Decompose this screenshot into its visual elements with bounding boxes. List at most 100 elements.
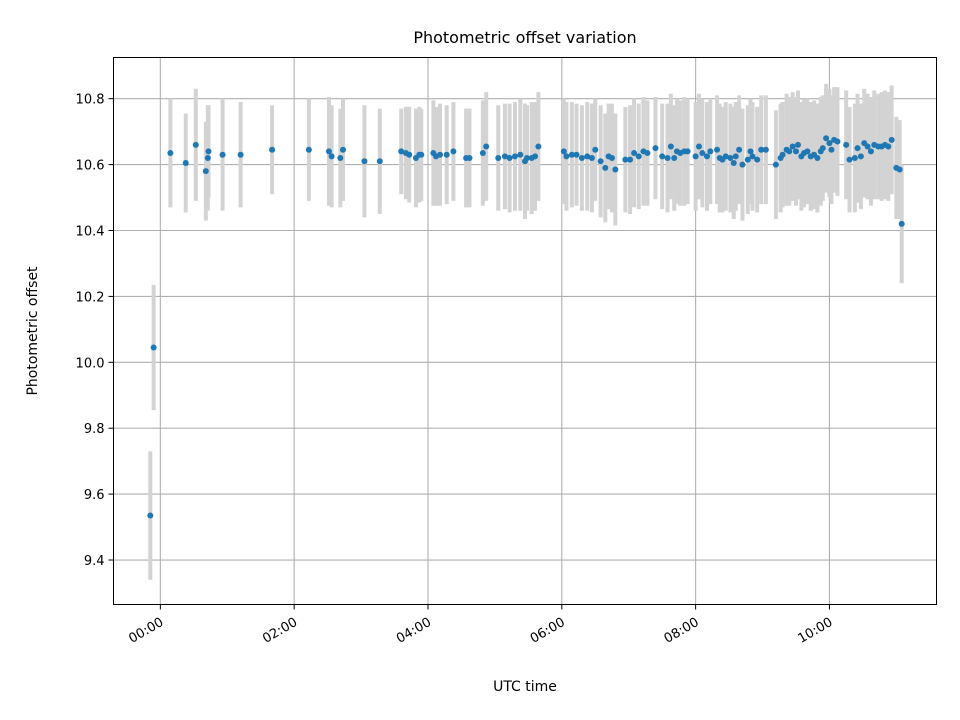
data-point <box>754 156 761 163</box>
data-point <box>699 150 706 157</box>
data-point <box>337 155 344 162</box>
data-point <box>722 153 729 160</box>
data-point <box>204 155 211 162</box>
data-point <box>466 155 473 162</box>
data-point <box>885 143 892 150</box>
y-tick-label: 10.0 <box>76 356 105 371</box>
x-axis-label: UTC time <box>493 679 557 695</box>
data-point <box>814 155 821 162</box>
data-point <box>772 161 779 168</box>
data-point <box>667 143 674 150</box>
data-point <box>361 158 368 165</box>
data-point <box>758 146 765 153</box>
data-point <box>340 146 347 153</box>
data-point <box>707 148 714 155</box>
data-point <box>237 151 244 158</box>
data-point <box>202 168 209 175</box>
data-point <box>269 146 276 153</box>
data-point <box>535 143 542 150</box>
data-point <box>739 161 746 168</box>
data-point <box>568 151 575 158</box>
data-point <box>659 153 666 160</box>
y-axis-label: Photometric offset <box>25 266 41 396</box>
data-point <box>517 151 524 158</box>
y-tick-label: 10.6 <box>76 159 105 174</box>
data-point <box>695 143 702 150</box>
y-tick-label: 10.2 <box>76 290 105 305</box>
data-point <box>597 158 604 165</box>
data-point <box>418 151 425 158</box>
data-point <box>732 153 739 160</box>
data-point <box>786 148 793 155</box>
data-point <box>826 140 833 147</box>
data-point <box>437 151 444 158</box>
data-point <box>896 166 903 173</box>
data-point <box>652 145 659 152</box>
data-point <box>703 153 710 160</box>
data-point <box>857 153 864 160</box>
data-point <box>730 159 737 166</box>
data-point <box>864 143 871 150</box>
data-point <box>736 146 743 153</box>
y-tick-label: 10.8 <box>76 93 105 108</box>
data-point <box>305 146 312 153</box>
data-point <box>376 158 383 165</box>
data-point <box>888 136 895 143</box>
data-point <box>573 151 580 158</box>
data-point <box>563 153 570 160</box>
data-point <box>506 155 513 162</box>
data-point <box>635 153 642 160</box>
data-point <box>328 153 335 160</box>
data-point <box>479 150 486 157</box>
data-point <box>749 153 756 160</box>
data-point <box>592 146 599 153</box>
data-point <box>182 159 189 166</box>
data-point <box>867 148 874 155</box>
chart-title: Photometric offset variation <box>413 28 636 47</box>
data-point <box>495 155 502 162</box>
data-point <box>588 155 595 162</box>
data-point <box>627 156 634 163</box>
data-point <box>823 135 830 142</box>
y-axis-ticks: 9.4 9.6 9.8 10.0 10.2 10.4 10.6 10.8 <box>76 93 114 569</box>
data-point <box>584 153 591 160</box>
data-point <box>834 138 841 145</box>
data-point <box>325 148 332 155</box>
data-point <box>608 155 615 162</box>
data-point <box>631 150 638 157</box>
data-point <box>560 148 567 155</box>
data-point <box>205 148 212 155</box>
data-point <box>854 145 861 152</box>
plot-frame <box>113 57 937 605</box>
data-point <box>622 156 629 163</box>
data-point <box>789 143 796 150</box>
data-point <box>671 155 678 162</box>
data-point <box>727 155 734 162</box>
data-point <box>819 145 826 152</box>
data-point <box>532 153 539 160</box>
data-point <box>804 148 811 155</box>
data-point <box>644 150 651 157</box>
data-point <box>406 151 413 158</box>
data-point <box>779 151 786 158</box>
data-point <box>192 141 199 148</box>
data-point <box>612 166 619 173</box>
grid-lines <box>113 57 937 605</box>
data-point <box>846 156 853 163</box>
y-tick-label: 9.8 <box>84 422 105 437</box>
data-point <box>167 150 174 157</box>
y-tick-label: 9.6 <box>84 488 105 503</box>
y-tick-label: 10.4 <box>76 224 105 239</box>
data-point <box>219 151 226 158</box>
data-point <box>578 155 585 162</box>
data-point <box>898 220 905 227</box>
data-point <box>828 146 835 153</box>
data-point <box>692 153 699 160</box>
data-point <box>843 141 850 148</box>
data-point <box>443 151 450 158</box>
data-point <box>501 153 508 160</box>
data-point <box>747 148 754 155</box>
y-tick-label: 9.4 <box>84 554 105 569</box>
data-points <box>147 135 905 519</box>
